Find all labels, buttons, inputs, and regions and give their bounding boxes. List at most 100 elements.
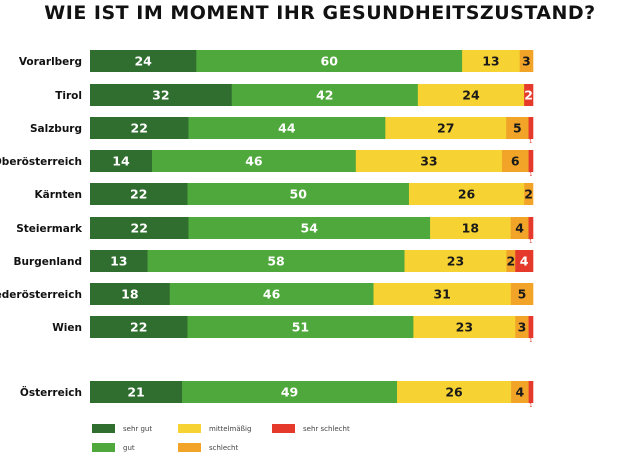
data-label: 18: [121, 287, 138, 302]
bar-segment: [506, 117, 529, 139]
category-label: Wien: [52, 322, 82, 334]
bar-segment: [462, 50, 521, 72]
data-label: 24: [134, 54, 152, 69]
data-label: 1: [529, 139, 532, 145]
data-label: 4: [515, 385, 524, 400]
bar-segment: [231, 84, 419, 106]
bar-segment: [524, 84, 534, 106]
data-label: 18: [462, 221, 479, 236]
category-label: Oberösterreich: [0, 156, 82, 168]
data-label: 23: [447, 254, 464, 269]
data-label: 3: [518, 320, 527, 335]
bar-segment: [147, 250, 405, 272]
data-label: 46: [245, 154, 263, 169]
bar-segment: [524, 183, 534, 205]
bar-segment: [385, 117, 507, 139]
bar-segment: [511, 381, 529, 403]
data-label: 6: [511, 154, 520, 169]
bar-segment: [413, 316, 516, 338]
legend-label: mittelmäßig: [209, 425, 251, 433]
data-label: 42: [316, 88, 333, 103]
bar-segment: [152, 150, 357, 172]
bar-segment: [373, 283, 512, 305]
bar-segment: [90, 150, 153, 172]
bar-segment: [188, 217, 431, 239]
category-label: Tirol: [55, 90, 82, 102]
bar-segment: [408, 183, 525, 205]
category-label: Steiermark: [16, 223, 83, 235]
bar-segment: [528, 150, 534, 172]
data-label: 44: [278, 121, 296, 136]
bar-segment: [169, 283, 374, 305]
data-label: 21: [127, 385, 144, 400]
data-label: 33: [420, 154, 437, 169]
bar-segment: [528, 217, 534, 239]
data-label: 22: [131, 121, 148, 136]
legend-label: gut: [123, 444, 135, 452]
bar-segment: [528, 381, 534, 403]
bar-segment: [510, 283, 534, 305]
legend-label: schlecht: [209, 444, 238, 452]
chart-title: WIE IST IM MOMENT IHR GESUNDHEITSZUSTAND…: [44, 2, 596, 24]
data-label: 2: [506, 254, 515, 269]
bar-segment: [501, 150, 529, 172]
legend-swatch: [272, 424, 295, 433]
data-label: 60: [321, 54, 339, 69]
bar-segment: [90, 50, 197, 72]
data-label: 3: [522, 54, 531, 69]
category-label: Vorarlberg: [19, 56, 82, 68]
data-label: 4: [515, 221, 524, 236]
data-label: 50: [290, 187, 308, 202]
category-label: Burgenland: [14, 256, 82, 268]
legend-swatch: [92, 443, 115, 452]
data-label: 54: [301, 221, 319, 236]
data-label: 5: [513, 121, 522, 136]
legend-swatch: [178, 424, 201, 433]
data-label: 14: [112, 154, 130, 169]
data-label: 26: [458, 187, 476, 202]
legend-label: sehr gut: [123, 425, 152, 433]
data-label: 22: [131, 221, 148, 236]
bar-segment: [519, 50, 534, 72]
bar-segment: [528, 316, 534, 338]
bar-segment: [90, 217, 189, 239]
data-label: 58: [267, 254, 284, 269]
data-label: 2: [524, 88, 533, 103]
data-label: 1: [529, 338, 532, 344]
data-label: 4: [520, 254, 529, 269]
data-label: 51: [292, 320, 309, 335]
bar-segment: [188, 117, 386, 139]
bar-segment: [430, 217, 511, 239]
data-label: 13: [482, 54, 499, 69]
data-label: 1: [529, 403, 532, 409]
data-label: 22: [130, 187, 147, 202]
bar-segment: [515, 316, 529, 338]
bar-segment: [515, 250, 534, 272]
data-label: 5: [518, 287, 527, 302]
data-label: 26: [445, 385, 463, 400]
category-label: Österreich: [20, 385, 82, 399]
data-label: 2: [524, 187, 533, 202]
data-label: 31: [433, 287, 450, 302]
bar-segment: [90, 183, 188, 205]
bar-segment: [182, 381, 398, 403]
bar-segment: [196, 50, 463, 72]
category-label: Kärnten: [35, 189, 83, 201]
bar-segment: [90, 250, 148, 272]
bar-segment: [397, 381, 512, 403]
bar-segment: [355, 150, 503, 172]
bar-segment: [90, 84, 233, 106]
data-label: 1: [529, 172, 532, 178]
bar-segment: [417, 84, 525, 106]
category-label: Salzburg: [30, 123, 82, 135]
bar-segment: [187, 183, 410, 205]
legend-swatch: [178, 443, 201, 452]
legend-swatch: [92, 424, 115, 433]
data-label: 23: [456, 320, 473, 335]
bar-segment: [187, 316, 414, 338]
bar-segment: [510, 217, 529, 239]
bar-segment: [90, 381, 183, 403]
data-label: 1: [529, 239, 532, 245]
data-label: 49: [281, 385, 298, 400]
